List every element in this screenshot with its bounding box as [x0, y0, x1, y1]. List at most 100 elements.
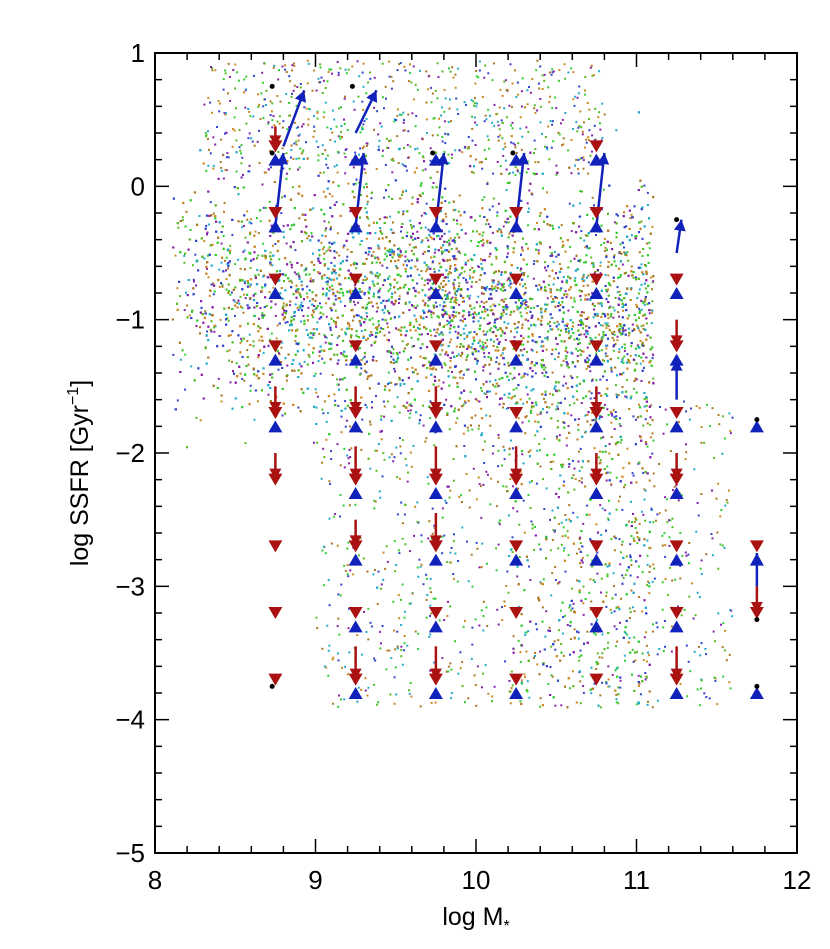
- scatter-point: [448, 239, 451, 242]
- scatter-point: [576, 376, 579, 379]
- scatter-point: [286, 364, 289, 367]
- scatter-point: [496, 338, 499, 341]
- scatter-point: [334, 140, 336, 143]
- scatter-point: [351, 232, 354, 235]
- scatter-point: [199, 419, 202, 422]
- scatter-point: [441, 333, 444, 336]
- scatter-point: [553, 321, 556, 324]
- scatter-point: [364, 275, 367, 278]
- scatter-point: [387, 250, 390, 253]
- scatter-point: [383, 334, 386, 337]
- scatter-point: [275, 337, 278, 340]
- scatter-point: [498, 378, 501, 381]
- scatter-point: [295, 273, 298, 276]
- scatter-point: [423, 284, 426, 287]
- scatter-point: [183, 261, 186, 264]
- scatter-point: [580, 333, 583, 336]
- scatter-point: [622, 371, 625, 374]
- scatter-point: [353, 284, 356, 287]
- scatter-point: [431, 368, 434, 371]
- scatter-point: [532, 405, 535, 408]
- scatter-point: [579, 298, 582, 301]
- scatter-point: [389, 284, 392, 287]
- scatter-point: [228, 349, 231, 352]
- scatter-point: [268, 291, 271, 293]
- scatter-point: [328, 246, 331, 249]
- scatter-point: [185, 210, 188, 213]
- scatter-point: [495, 255, 498, 258]
- scatter-point: [282, 311, 285, 314]
- scatter-point: [372, 323, 375, 326]
- scatter-point: [480, 387, 482, 390]
- scatter-point: [353, 300, 355, 303]
- scatter-point: [483, 392, 486, 395]
- scatter-point: [253, 418, 256, 421]
- scatter-point: [181, 219, 184, 222]
- scatter-point: [530, 307, 533, 310]
- scatter-point: [364, 279, 367, 282]
- scatter-point: [528, 481, 531, 484]
- scatter-point: [630, 265, 633, 268]
- scatter-point: [366, 306, 368, 309]
- scatter-point: [172, 353, 175, 356]
- scatter-point: [271, 372, 274, 375]
- scatter-point: [645, 644, 648, 647]
- scatter-point: [513, 310, 516, 313]
- scatter-point: [374, 232, 377, 235]
- scatter-point: [321, 287, 324, 290]
- scatter-point: [396, 396, 399, 399]
- scatter-point: [512, 171, 515, 174]
- scatter-point: [388, 331, 391, 334]
- scatter-point: [470, 239, 473, 242]
- scatter-point: [556, 419, 559, 422]
- scatter-point: [508, 276, 511, 279]
- scatter-point: [288, 280, 291, 283]
- scatter-point: [621, 333, 624, 335]
- scatter-point: [512, 388, 515, 391]
- scatter-point: [375, 394, 377, 397]
- scatter-point: [596, 619, 599, 621]
- scatter-point: [562, 463, 565, 466]
- scatter-point: [561, 240, 564, 243]
- scatter-point: [294, 249, 297, 252]
- scatter-point: [583, 239, 586, 242]
- scatter-point: [462, 277, 465, 280]
- scatter-point: [480, 300, 483, 303]
- scatter-point: [566, 530, 569, 533]
- scatter-point: [433, 444, 436, 447]
- scatter-point: [452, 376, 455, 379]
- scatter-point: [638, 251, 641, 254]
- scatter-point: [368, 224, 371, 227]
- scatter-point: [254, 230, 257, 233]
- scatter-point: [643, 488, 646, 491]
- scatter-point: [651, 309, 654, 312]
- scatter-point: [577, 460, 580, 463]
- scatter-point: [257, 232, 260, 235]
- scatter-point: [469, 391, 472, 394]
- scatter-point: [589, 423, 592, 426]
- scatter-point: [312, 328, 315, 331]
- scatter-point: [321, 275, 324, 278]
- scatter-point: [488, 352, 491, 354]
- scatter-point: [262, 351, 265, 354]
- scatter-point: [625, 555, 628, 558]
- scatter-point: [639, 362, 642, 365]
- scatter-point: [262, 206, 265, 209]
- scatter-point: [307, 306, 310, 309]
- scatter-point: [443, 232, 446, 235]
- scatter-point: [631, 323, 634, 326]
- scatter-point: [297, 406, 300, 409]
- scatter-point: [427, 266, 430, 269]
- scatter-point: [530, 348, 533, 351]
- scatter-point: [446, 319, 449, 322]
- scatter-point: [471, 317, 474, 319]
- scatter-point: [480, 292, 483, 295]
- scatter-point: [651, 288, 653, 291]
- scatter-point: [519, 269, 522, 272]
- scatter-point: [576, 516, 579, 519]
- scatter-point: [503, 363, 506, 366]
- scatter-point: [552, 460, 555, 463]
- scatter-point: [499, 317, 502, 320]
- scatter-point: [577, 324, 580, 326]
- scatter-point: [489, 327, 492, 330]
